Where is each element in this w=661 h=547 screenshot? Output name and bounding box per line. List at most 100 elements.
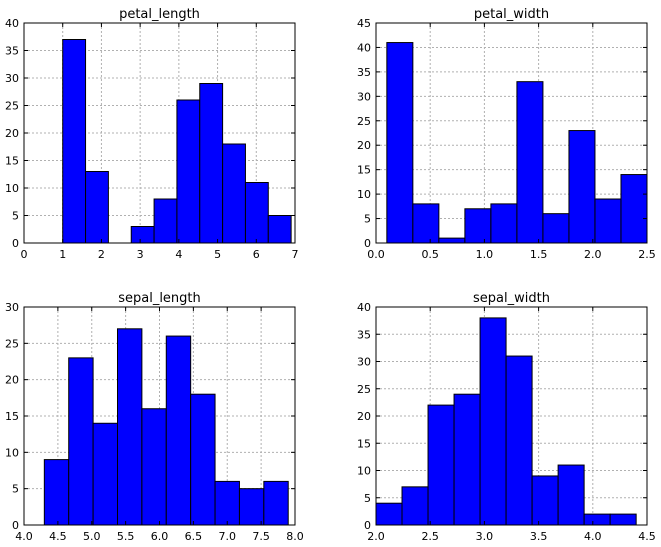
x-tick-label: 4 xyxy=(175,248,182,261)
histogram-bar xyxy=(490,203,518,244)
histogram-bar xyxy=(479,317,507,526)
y-tick-label: 20 xyxy=(5,374,19,387)
panel-title: petal_width xyxy=(474,7,549,22)
y-tick-label: 5 xyxy=(12,483,19,496)
x-tick-label: 5 xyxy=(214,248,221,261)
x-tick-label: 2.0 xyxy=(584,248,602,261)
histogram-bar xyxy=(62,39,87,244)
x-tick-label: 5.0 xyxy=(83,530,101,543)
y-tick-label: 30 xyxy=(5,72,19,85)
histogram-bar xyxy=(199,83,224,244)
y-tick-label: 25 xyxy=(357,383,371,396)
histogram-bar xyxy=(401,486,429,526)
y-tick-label: 20 xyxy=(5,127,19,140)
histogram-panel-sepal-length: 4.0 4.5 5.0 5.5 6.0 6.5 7.0 7.5 8.0 0 5 10 15 20 25 30 s… xyxy=(5,291,304,543)
histogram-bar xyxy=(568,130,596,244)
histogram-bar xyxy=(244,182,269,244)
y-tick-label: 45 xyxy=(357,17,371,30)
histogram-bar xyxy=(214,480,240,526)
x-tick-label: 6 xyxy=(253,248,260,261)
x-tick-label: 0.0 xyxy=(367,248,385,261)
y-tick-label: 10 xyxy=(5,182,19,195)
histogram-bar xyxy=(464,208,492,244)
y-tick-label: 0 xyxy=(12,519,19,532)
y-tick-label: 25 xyxy=(357,115,371,128)
y-tick-label: 25 xyxy=(5,100,19,113)
y-tick-label: 30 xyxy=(5,301,19,314)
histogram-bar xyxy=(438,237,466,244)
histogram-bar xyxy=(386,42,414,244)
histogram-bar xyxy=(505,355,533,526)
histogram-bar xyxy=(190,393,216,526)
panel-title: sepal_width xyxy=(473,291,550,306)
x-tick-label: 1.0 xyxy=(476,248,494,261)
y-tick-label: 15 xyxy=(5,155,19,168)
x-tick-label: 0 xyxy=(21,248,28,261)
histogram-panel-petal-width: 0.0 0.5 1.0 1.5 2.0 2.5 0 5 10 15 20 25 30 35 40 45 peta… xyxy=(357,7,656,261)
x-tick-label: 7.0 xyxy=(219,530,237,543)
y-tick-label: 15 xyxy=(5,410,19,423)
x-tick-label: 6.5 xyxy=(185,530,203,543)
x-tick-label: 4.0 xyxy=(15,530,33,543)
y-tick-label: 30 xyxy=(357,90,371,103)
y-tick-label: 35 xyxy=(357,66,371,79)
histogram-bar xyxy=(557,464,585,526)
histogram-bar xyxy=(43,459,70,526)
plot-frame xyxy=(375,22,648,244)
y-tick-label: 0 xyxy=(364,237,371,250)
histogram-bar xyxy=(620,174,648,244)
histogram-panel-petal-length: 0 1 2 3 4 5 6 7 0 5 10 15 20 25 30 35 40 petal_length xyxy=(5,7,299,261)
x-tick-label: 3 xyxy=(137,248,144,261)
x-tick-label: 1.5 xyxy=(530,248,548,261)
x-tick-label: 2 xyxy=(98,248,105,261)
histogram-bar xyxy=(594,198,622,244)
histogram-bar xyxy=(609,513,637,526)
x-tick-label: 2.0 xyxy=(367,530,385,543)
y-tick-label: 35 xyxy=(357,328,371,341)
y-tick-label: 10 xyxy=(357,465,371,478)
y-tick-label: 0 xyxy=(12,237,19,250)
histogram-bar xyxy=(267,215,292,244)
x-tick-label: 7.5 xyxy=(252,530,270,543)
x-tick-label: 2.5 xyxy=(638,248,656,261)
y-tick-label: 0 xyxy=(364,519,371,532)
histogram-bar xyxy=(516,81,544,244)
x-tick-label: 0.5 xyxy=(421,248,439,261)
histogram-bar xyxy=(85,171,109,244)
histogram-bar xyxy=(176,99,201,244)
y-tick-label: 5 xyxy=(12,210,19,223)
x-tick-label: 5.5 xyxy=(117,530,135,543)
histogram-bar xyxy=(542,213,570,244)
histogram-bar xyxy=(222,143,246,244)
y-tick-label: 40 xyxy=(5,17,19,30)
x-tick-label: 3.0 xyxy=(476,530,494,543)
y-tick-label: 20 xyxy=(357,139,371,152)
histogram-bar xyxy=(412,203,440,244)
x-tick-label: 3.5 xyxy=(530,530,548,543)
histogram-bar xyxy=(68,357,94,526)
x-tick-label: 8.0 xyxy=(286,530,304,543)
x-tick-label: 1 xyxy=(59,248,66,261)
histogram-bar xyxy=(263,480,289,526)
y-tick-label: 15 xyxy=(357,164,371,177)
y-tick-label: 25 xyxy=(5,337,19,350)
y-tick-label: 5 xyxy=(364,213,371,226)
histogram-panel-sepal-width: 2.0 2.5 3.0 3.5 4.0 4.5 0 5 10 15 20 25 30 35 40 sepal_… xyxy=(357,291,656,543)
y-tick-label: 20 xyxy=(357,410,371,423)
x-tick-label: 7 xyxy=(292,248,299,261)
histogram-bar xyxy=(531,475,559,526)
histogram-bar xyxy=(92,422,118,526)
y-tick-label: 5 xyxy=(364,492,371,505)
y-tick-label: 35 xyxy=(5,45,19,58)
histogram-bar xyxy=(165,335,192,526)
histogram-bar xyxy=(453,393,481,526)
x-tick-label: 2.5 xyxy=(421,530,439,543)
histogram-bar xyxy=(141,408,167,526)
histogram-bar xyxy=(238,488,265,526)
histogram-bar xyxy=(375,502,403,526)
histogram-bar xyxy=(130,226,155,244)
y-tick-label: 30 xyxy=(357,356,371,369)
histogram-bar xyxy=(583,513,611,526)
histogram-bar xyxy=(153,198,178,244)
